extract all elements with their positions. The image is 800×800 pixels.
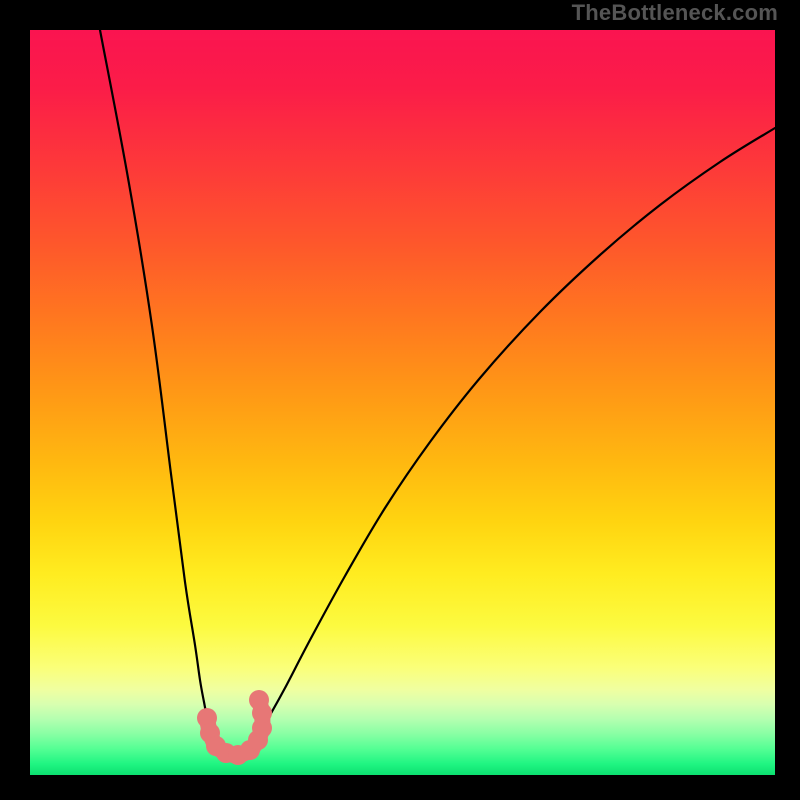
chart-container: TheBottleneck.com bbox=[0, 0, 800, 800]
marker-dot bbox=[249, 690, 269, 710]
plot-background-gradient bbox=[30, 30, 775, 775]
watermark-text: TheBottleneck.com bbox=[572, 0, 778, 26]
bottleneck-chart bbox=[0, 0, 800, 800]
